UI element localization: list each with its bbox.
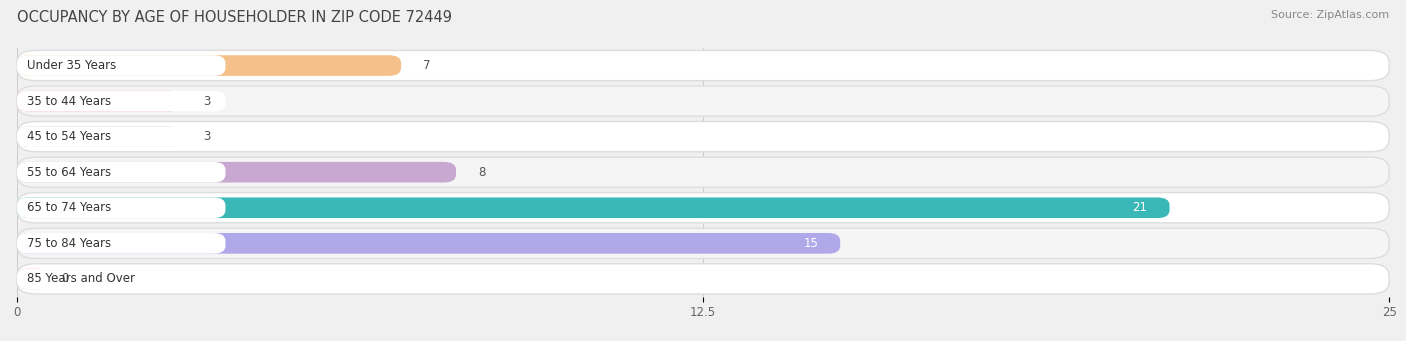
- Text: 3: 3: [204, 130, 211, 143]
- Text: OCCUPANCY BY AGE OF HOUSEHOLDER IN ZIP CODE 72449: OCCUPANCY BY AGE OF HOUSEHOLDER IN ZIP C…: [17, 10, 451, 25]
- FancyBboxPatch shape: [17, 269, 225, 289]
- FancyBboxPatch shape: [17, 91, 181, 112]
- Text: 7: 7: [423, 59, 430, 72]
- FancyBboxPatch shape: [17, 233, 841, 254]
- FancyBboxPatch shape: [17, 162, 456, 182]
- FancyBboxPatch shape: [17, 91, 225, 112]
- Text: 85 Years and Over: 85 Years and Over: [27, 272, 135, 285]
- Text: 35 to 44 Years: 35 to 44 Years: [27, 94, 111, 107]
- FancyBboxPatch shape: [17, 193, 1389, 223]
- Text: 15: 15: [803, 237, 818, 250]
- Text: 75 to 84 Years: 75 to 84 Years: [27, 237, 111, 250]
- Text: 45 to 54 Years: 45 to 54 Years: [27, 130, 111, 143]
- Text: 65 to 74 Years: 65 to 74 Years: [27, 201, 111, 214]
- FancyBboxPatch shape: [17, 55, 225, 76]
- Text: Source: ZipAtlas.com: Source: ZipAtlas.com: [1271, 10, 1389, 20]
- FancyBboxPatch shape: [17, 157, 1389, 187]
- FancyBboxPatch shape: [17, 264, 1389, 294]
- FancyBboxPatch shape: [17, 121, 1389, 152]
- FancyBboxPatch shape: [17, 86, 1389, 116]
- FancyBboxPatch shape: [17, 126, 181, 147]
- FancyBboxPatch shape: [17, 233, 225, 254]
- FancyBboxPatch shape: [17, 228, 1389, 258]
- FancyBboxPatch shape: [17, 197, 1170, 218]
- Text: Under 35 Years: Under 35 Years: [27, 59, 117, 72]
- Text: 0: 0: [60, 272, 67, 285]
- Text: 8: 8: [478, 166, 485, 179]
- FancyBboxPatch shape: [17, 50, 1389, 80]
- FancyBboxPatch shape: [17, 55, 401, 76]
- FancyBboxPatch shape: [17, 269, 49, 289]
- FancyBboxPatch shape: [17, 162, 225, 182]
- Text: 21: 21: [1133, 201, 1147, 214]
- Text: 3: 3: [204, 94, 211, 107]
- FancyBboxPatch shape: [17, 126, 225, 147]
- FancyBboxPatch shape: [17, 197, 225, 218]
- Text: 55 to 64 Years: 55 to 64 Years: [27, 166, 111, 179]
